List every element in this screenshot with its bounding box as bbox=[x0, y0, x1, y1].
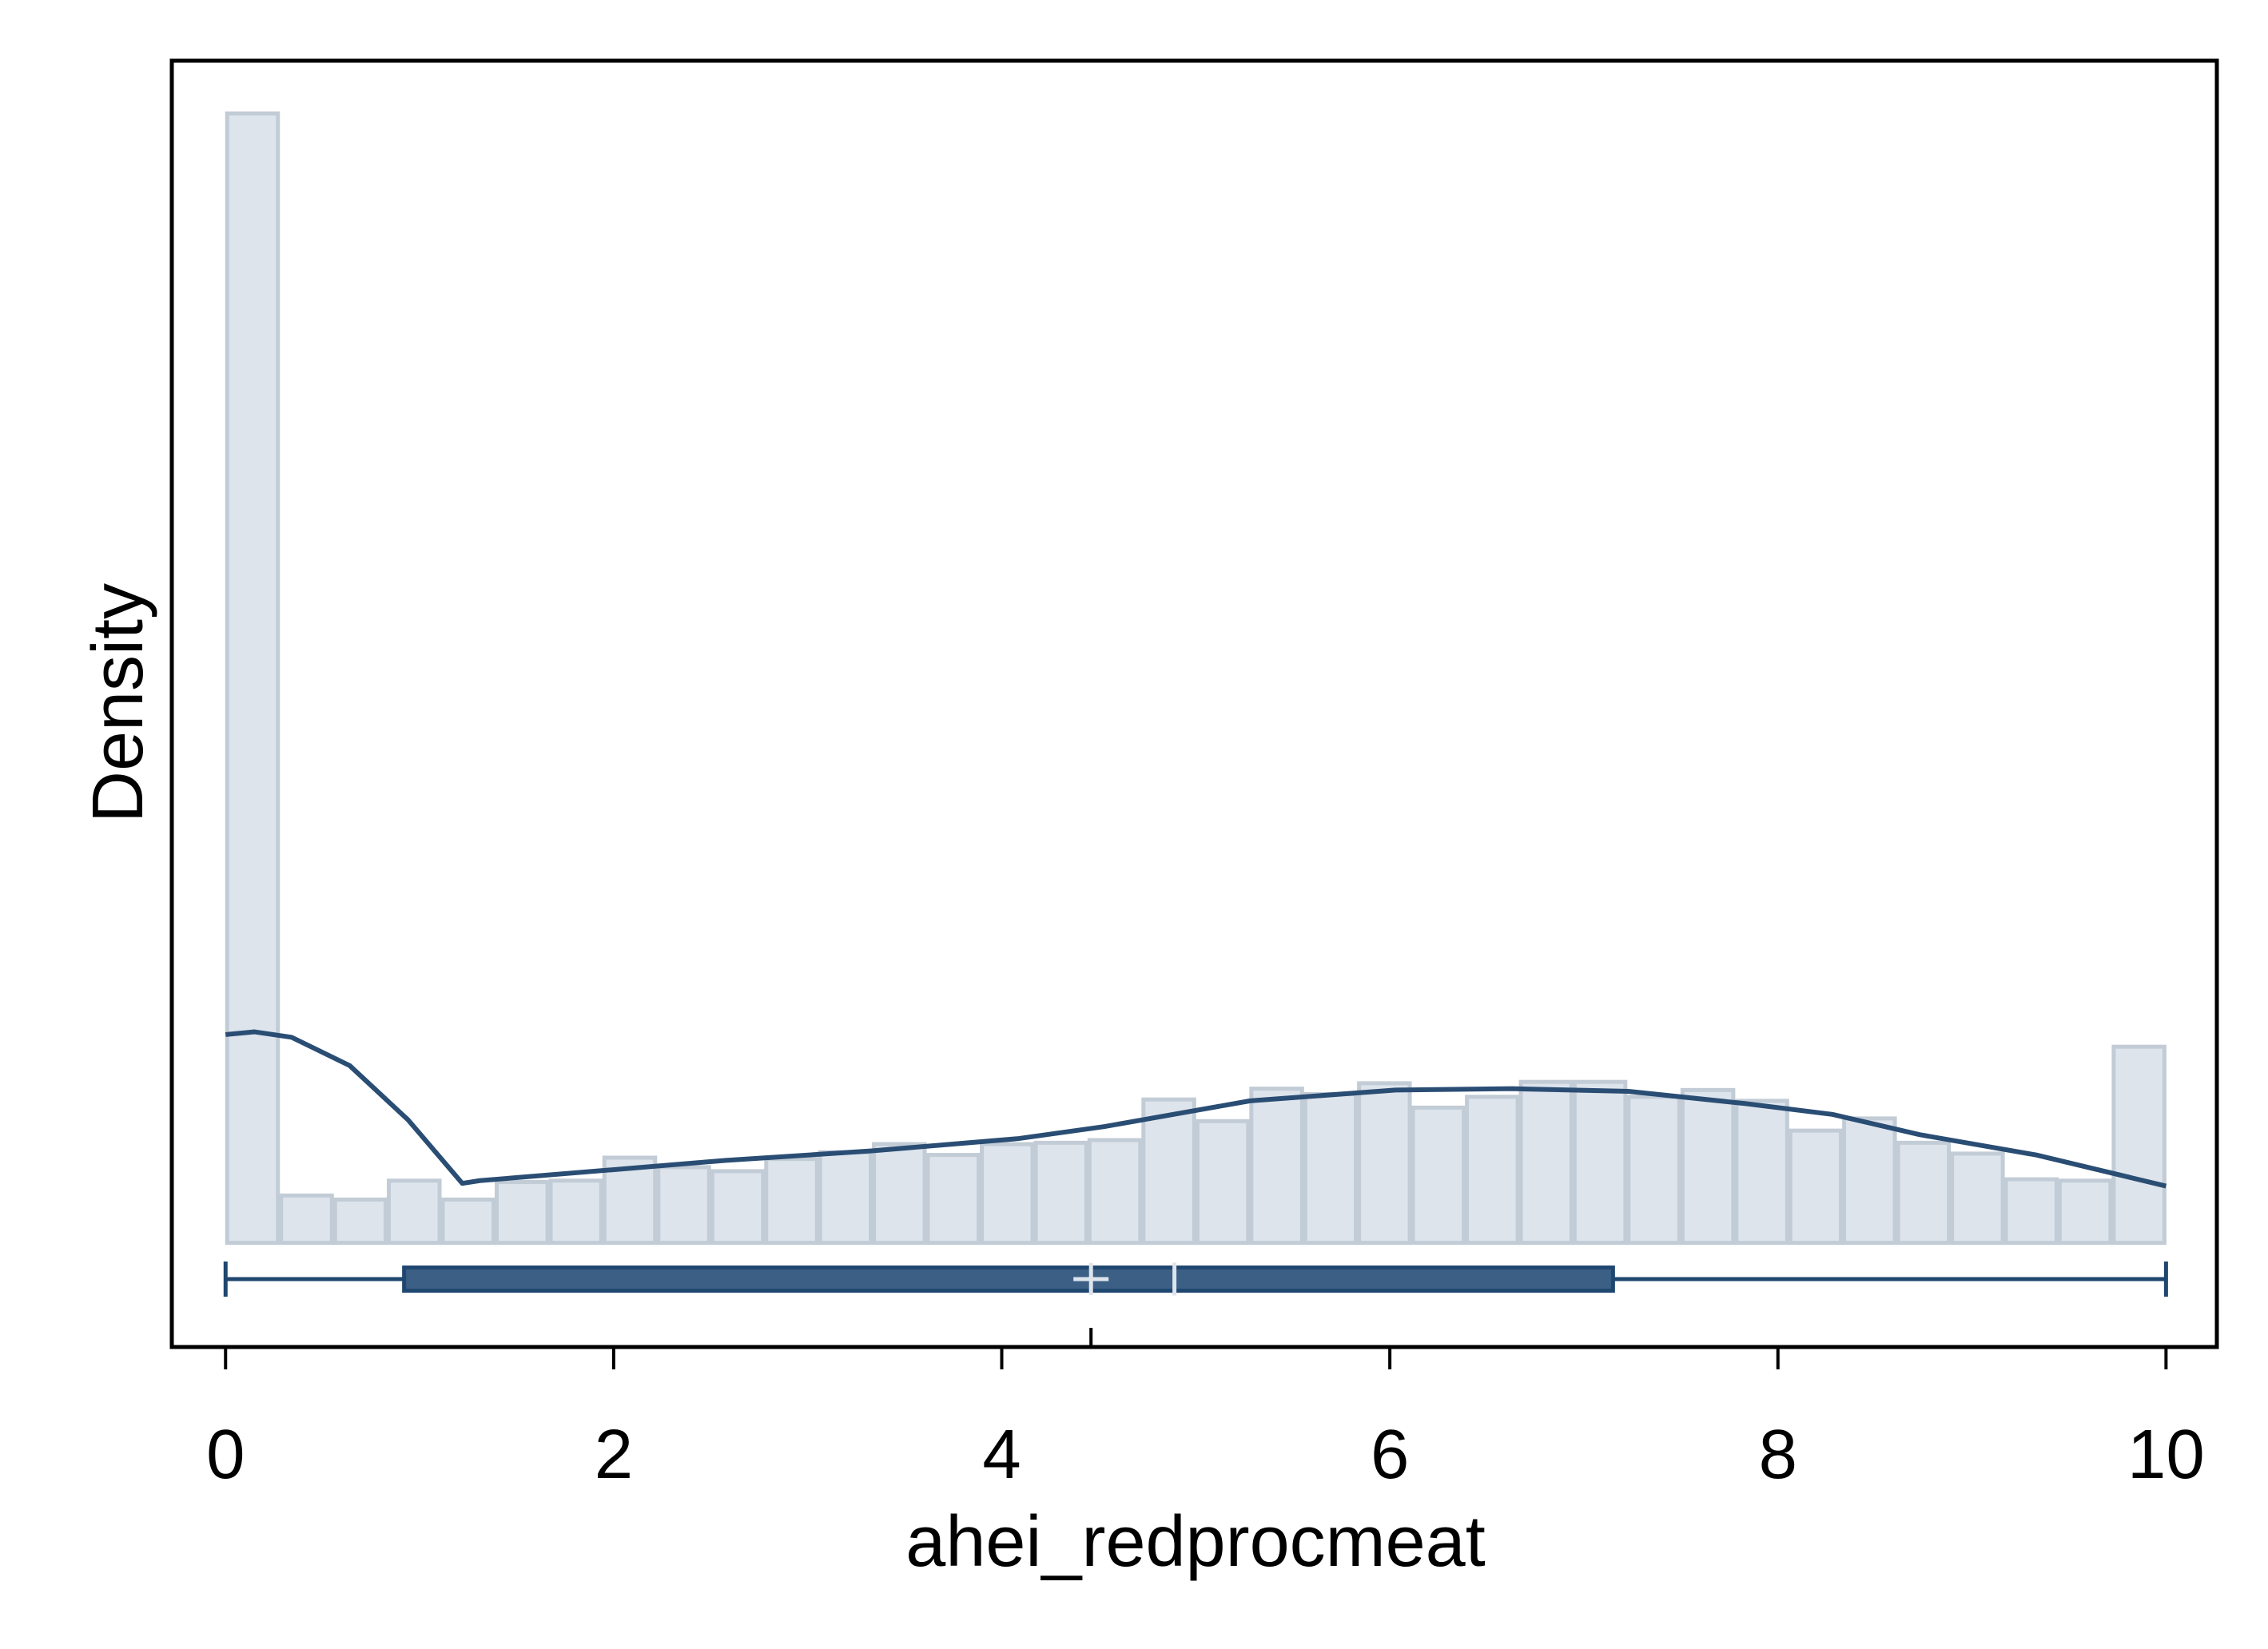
bar bbox=[1141, 1097, 1196, 1246]
bar bbox=[656, 1165, 711, 1246]
bar bbox=[764, 1157, 819, 1246]
bar bbox=[1680, 1087, 1736, 1246]
plot-frame bbox=[169, 58, 2219, 1349]
bar bbox=[1572, 1079, 1628, 1246]
bar bbox=[548, 1178, 603, 1246]
bar bbox=[1195, 1119, 1251, 1246]
x-axis-label: ahei_redprocmeat bbox=[905, 1502, 1485, 1582]
bar bbox=[925, 1153, 981, 1246]
bar bbox=[279, 1193, 334, 1246]
bar bbox=[1465, 1095, 1520, 1246]
x-tick-label: 8 bbox=[1759, 1416, 1797, 1493]
bar bbox=[1357, 1081, 1412, 1246]
bar bbox=[2003, 1177, 2059, 1246]
bar bbox=[1950, 1151, 2005, 1246]
bar bbox=[1788, 1128, 1844, 1246]
bar bbox=[1303, 1091, 1359, 1246]
box bbox=[402, 1266, 1615, 1293]
bar bbox=[872, 1142, 927, 1246]
bar bbox=[818, 1150, 873, 1246]
bar bbox=[980, 1142, 1035, 1246]
x-tick-label: 4 bbox=[982, 1416, 1021, 1493]
bar bbox=[440, 1197, 496, 1246]
bar bbox=[1842, 1116, 1897, 1246]
bar bbox=[387, 1178, 442, 1246]
x-tick-label: 10 bbox=[2127, 1416, 2205, 1493]
density-curve bbox=[225, 1029, 2167, 1189]
bar bbox=[1896, 1140, 1952, 1246]
bar bbox=[2057, 1178, 2113, 1246]
bar bbox=[1626, 1095, 1681, 1246]
mean-marker bbox=[1073, 1263, 1109, 1295]
bar bbox=[1734, 1099, 1789, 1246]
x-tick-label: 0 bbox=[206, 1416, 245, 1493]
bar bbox=[495, 1179, 550, 1246]
bar bbox=[225, 111, 281, 1246]
bar bbox=[1249, 1087, 1304, 1246]
bar bbox=[1518, 1079, 1574, 1246]
y-axis-label: Density bbox=[78, 583, 158, 823]
bar bbox=[1087, 1138, 1143, 1246]
x-tick-label: 6 bbox=[1371, 1416, 1409, 1493]
bar bbox=[1033, 1140, 1088, 1246]
x-tick-label: 2 bbox=[595, 1416, 633, 1493]
bar bbox=[1411, 1105, 1466, 1246]
bar bbox=[2111, 1044, 2167, 1246]
bar bbox=[710, 1169, 766, 1246]
bar bbox=[332, 1197, 388, 1246]
